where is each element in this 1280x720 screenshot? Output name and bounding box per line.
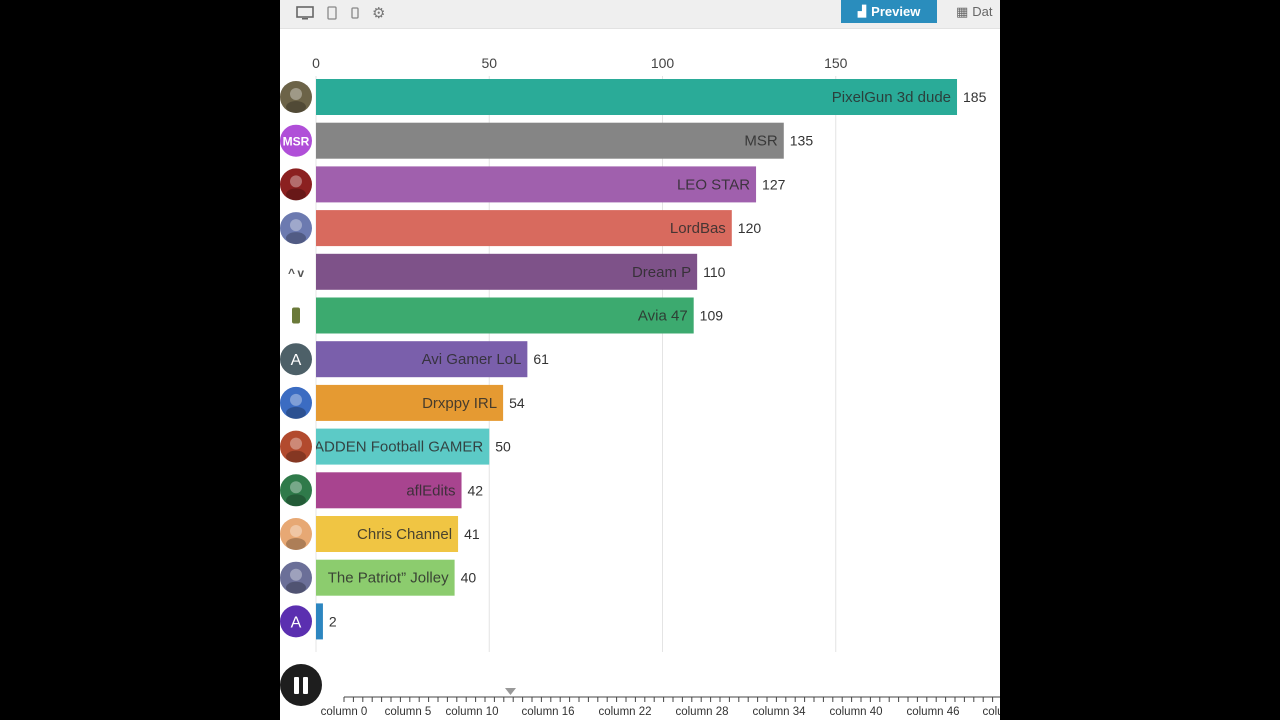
bar-value-label: 54: [509, 395, 525, 411]
bar-value-label: 41: [464, 526, 480, 542]
svg-text:A: A: [291, 352, 302, 369]
timeline-slider[interactable]: column 0 column 5 column 10 column 16 column…: [280, 680, 1000, 720]
bar-group: 2A: [280, 603, 337, 640]
pause-icon: [294, 676, 299, 694]
desktop-icon[interactable]: [296, 6, 314, 24]
bar-label: Avia 47: [638, 308, 688, 325]
bar-group: LEO STAR 127: [280, 166, 786, 203]
bar: [316, 210, 732, 247]
preview-button[interactable]: ▟ Preview: [841, 0, 937, 23]
bar-group: Dream P 110 ^ v: [280, 253, 726, 290]
timeline-label: column 28: [675, 706, 728, 718]
bar-value-label: 50: [495, 439, 511, 455]
toolbar: ⚙ ▟ Preview ▦ Dat: [280, 0, 1000, 29]
bar-value-label: 42: [468, 482, 484, 498]
timeline-label: column 5: [385, 706, 432, 718]
bar-group: MSR 135 MSR: [280, 122, 814, 159]
timeline-label: colu: [982, 706, 1000, 718]
bar: [316, 297, 694, 334]
bar: [316, 559, 455, 596]
bar-value-label: 2: [329, 613, 337, 629]
bar: [316, 516, 459, 552]
player-avatar: [280, 212, 312, 245]
player-avatar: [280, 168, 312, 201]
bar-value-label: 120: [738, 220, 762, 236]
bar-group: MADDEN Football GAMER 50: [280, 428, 511, 465]
bar-label: aflEdits: [406, 482, 455, 499]
bar-label: LordBas: [670, 220, 726, 237]
chart-icon: ▟: [857, 6, 867, 18]
letter-avatar: A: [280, 605, 312, 638]
bar-group: Avia 47 109: [280, 297, 724, 334]
face-avatar: [280, 518, 312, 550]
chart-app: ⚙ ▟ Preview ▦ Dat 0 50 100 150 PixelGun 3d d…: [280, 0, 1000, 720]
bar: [316, 253, 698, 290]
bar-value-label: 40: [461, 570, 477, 586]
bar-label: The Patriot” Jolley: [328, 570, 449, 587]
letter-avatar: A: [280, 343, 312, 376]
timeline-handle[interactable]: [505, 688, 516, 695]
bar: [316, 341, 528, 378]
bar-label: Avi Gamer LoL: [422, 351, 522, 368]
timeline-label: column 46: [906, 706, 959, 718]
pause-button[interactable]: [280, 664, 322, 706]
bar: [316, 79, 958, 115]
gear-icon[interactable]: ⚙: [372, 5, 386, 22]
bar-label: MADDEN Football GAMER: [302, 439, 484, 456]
bar-group: PixelGun 3d dude 185: [280, 79, 987, 115]
bar-group: LordBas 120: [280, 210, 762, 247]
timeline-label: column 16: [521, 706, 574, 718]
x-tick-label: 50: [481, 55, 497, 71]
svg-text:^ v: ^ v: [288, 266, 304, 280]
table-icon: ▦: [956, 3, 969, 19]
bar-label: Chris Channel: [357, 526, 452, 543]
mobile-icon[interactable]: [351, 6, 359, 24]
team-avatar: [280, 386, 312, 419]
bar: [316, 122, 784, 159]
tab-data[interactable]: ▦ Dat: [956, 0, 993, 23]
bar: [316, 472, 462, 509]
bar-group: Chris Channel 41: [280, 516, 480, 552]
bar-value-label: 110: [703, 264, 726, 280]
bar-label: MSR: [744, 133, 778, 150]
svg-text:MSR: MSR: [283, 135, 310, 149]
bar-group: aflEdits 42: [280, 472, 484, 509]
bar: [316, 428, 490, 465]
player-avatar: [280, 474, 312, 507]
preview-label: Preview: [871, 4, 921, 19]
bar-group: Avi Gamer LoL 61 A: [280, 341, 549, 378]
bar-label: Dream P: [632, 264, 691, 281]
bar-value-label: 61: [533, 351, 549, 367]
x-tick-label: 0: [312, 55, 320, 71]
figure-avatar: [280, 299, 313, 332]
bar-group: Drxppy IRL 54: [280, 384, 525, 421]
bar-group: The Patriot” Jolley 40: [280, 559, 477, 596]
timeline-label: column 34: [752, 706, 806, 718]
bar: [316, 384, 504, 421]
flag-avatar: [280, 561, 312, 594]
bar-label: PixelGun 3d dude: [832, 89, 951, 106]
msr-avatar: MSR: [280, 124, 312, 157]
player-avatar: [280, 430, 312, 463]
data-tab-label: Dat: [972, 4, 993, 19]
bar: [316, 603, 323, 640]
timeline-label: column 40: [829, 706, 882, 718]
bar-chart-race: 0 50 100 150 PixelGun 3d dude 185 MSR 135 MSR LEO…: [280, 55, 987, 652]
x-tick-label: 150: [824, 55, 848, 71]
bar-value-label: 127: [762, 176, 786, 192]
bar-label: LEO STAR: [677, 176, 750, 193]
cat-avatar: [280, 81, 312, 113]
emoticon-avatar: ^ v: [280, 255, 313, 289]
timeline-label: column 10: [445, 706, 498, 718]
bar: [316, 166, 757, 203]
timeline-label: column 0: [321, 706, 368, 718]
tablet-icon[interactable]: [327, 6, 337, 24]
svg-text:A: A: [291, 614, 302, 631]
bar-value-label: 185: [963, 89, 987, 105]
x-tick-label: 100: [651, 55, 675, 71]
bar-value-label: 109: [700, 308, 724, 324]
bar-label: Drxppy IRL: [422, 395, 497, 412]
timeline-label: column 22: [598, 706, 651, 718]
bar-value-label: 135: [790, 133, 814, 149]
